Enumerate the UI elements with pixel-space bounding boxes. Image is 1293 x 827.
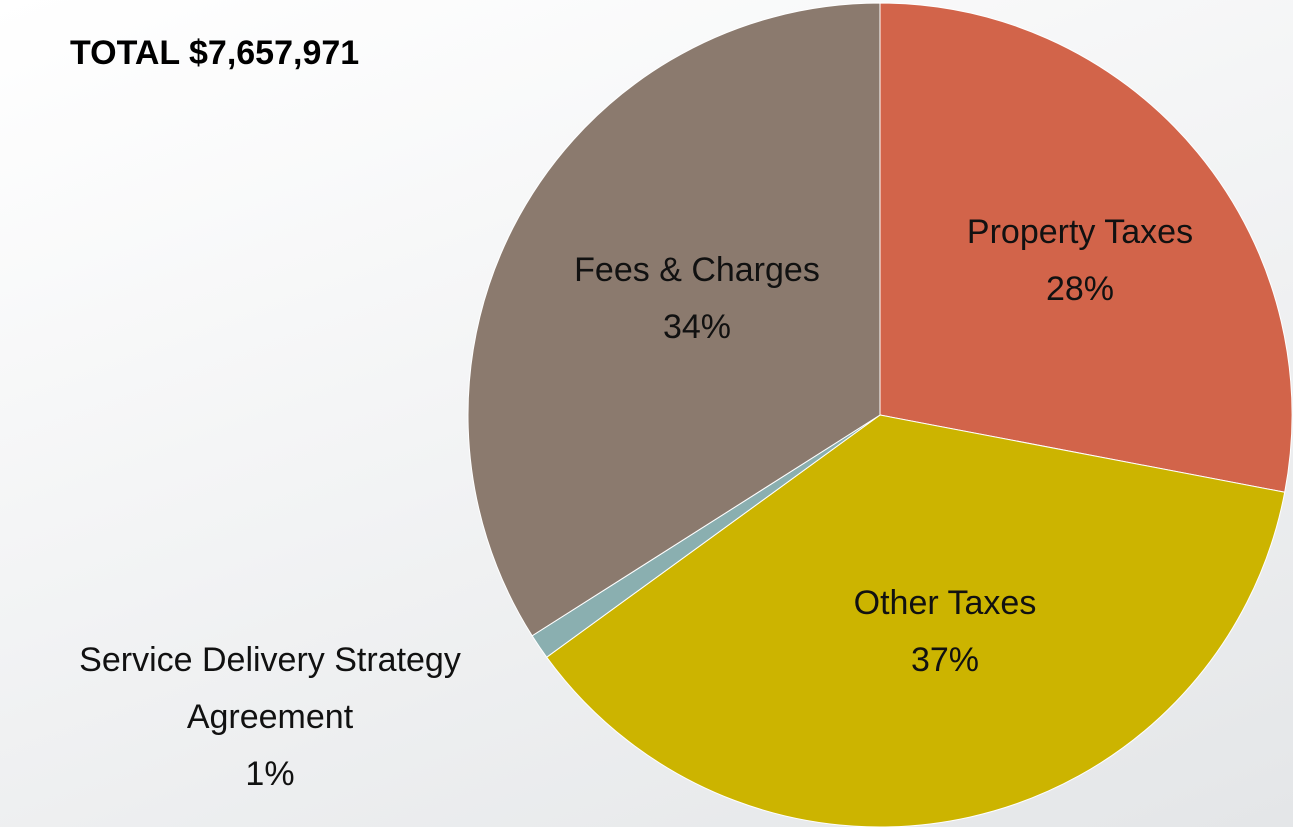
slice-category-label: Other Taxes [853,584,1037,622]
slice-label: Service Delivery Strategy Agreement 1% [0,632,540,803]
chart-title: TOTAL $7,657,971 [70,34,360,72]
pie-slice [879,2,1293,493]
slice-value-label: 37% [910,641,980,679]
slice-label: Fees & Charges 34% [517,242,877,356]
slice-category-label: Fees & Charges [574,251,820,289]
slice-value-label: 34% [662,308,732,346]
slice-label: Other Taxes 37% [765,575,1125,689]
slice-label: Property Taxes 28% [900,204,1260,318]
slice-category-label: Service Delivery Strategy Agreement [79,641,461,736]
pie-slice [545,414,1286,827]
slice-category-label: Property Taxes [966,213,1194,251]
pie-slice [467,2,881,637]
slice-value-label: 28% [1045,270,1115,308]
slice-value-label: 1% [245,755,295,793]
